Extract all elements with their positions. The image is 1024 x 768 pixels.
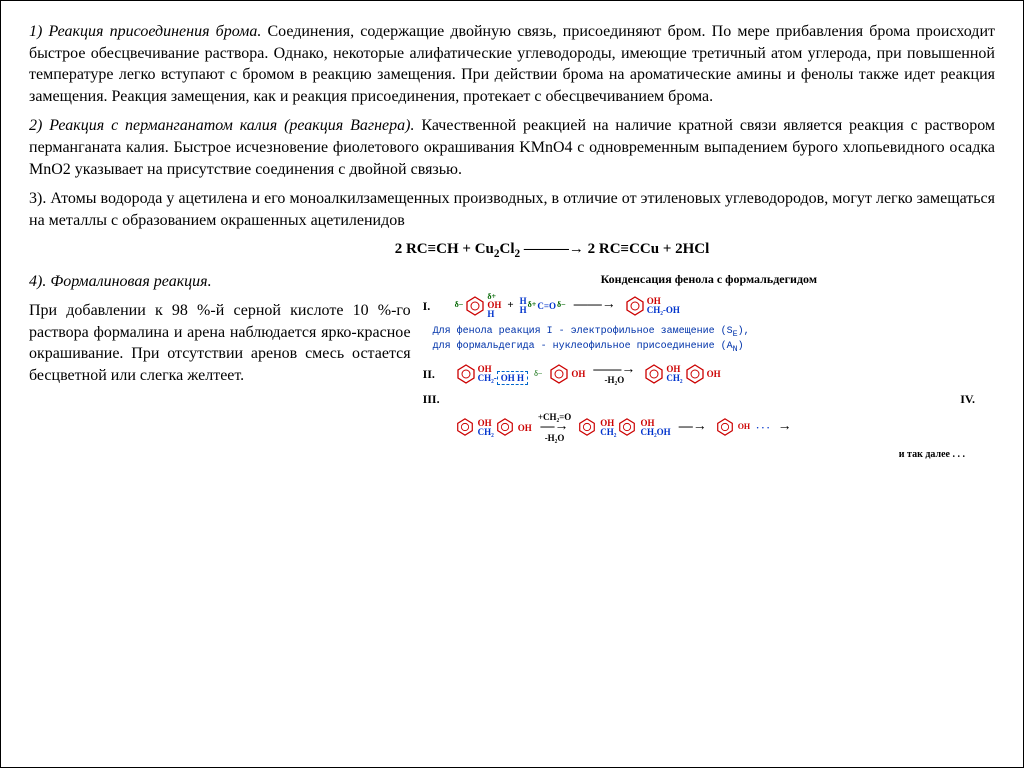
section-2: 2) Реакция с перманганатом калия (реакци… — [29, 115, 995, 180]
benzene-ring-icon — [455, 363, 477, 385]
reaction-row-3-content: OHCH₂ OH +CH₂=O —→ -H₂O OHCH₂ OHCH₂OH —→… — [423, 413, 995, 442]
diagram-title: Конденсация фенола с формальдегидом — [423, 271, 995, 287]
benzene-ring-icon — [464, 295, 486, 317]
section-1: 1) Реакция присоединения брома. Соединен… — [29, 21, 995, 107]
section-3-body: 3). Атомы водорода у ацетилена и его мон… — [29, 188, 995, 231]
arrow-icon: ——→ -H₂O — [591, 364, 637, 385]
benzene-ring-icon — [624, 295, 646, 317]
arrow-icon: ——→ — [572, 296, 618, 315]
reaction-equation-3: 2 RC≡CH + Cu2Cl2 ———→ 2 RC≡CCu + 2HCl — [109, 239, 995, 262]
section-1-lead: 1) Реакция присоединения брома. — [29, 23, 261, 40]
benzene-ring-icon — [684, 363, 706, 385]
reaction-row-3: III. IV. — [423, 391, 995, 407]
arrow-icon: —→ — [677, 418, 709, 437]
benzene-ring-icon — [548, 363, 570, 385]
product-molecule: OH CH₂-OH — [624, 295, 680, 317]
section-4-lead: 4). Формалиновая реакция. — [29, 273, 212, 290]
reaction-row-1: I. δ− δ+ OH H + H H δ+ C=O — [423, 293, 995, 319]
benzene-ring-icon — [495, 417, 517, 439]
arrow-icon: +CH₂=O —→ -H₂O — [538, 413, 571, 442]
section-4-row: 4). Формалиновая реакция. При добавлении… — [29, 271, 995, 462]
benzene-ring-icon — [715, 417, 737, 439]
section-4-text: 4). Формалиновая реакция. При добавлении… — [29, 271, 411, 462]
reaction-row-2: II. OHCH₂-OH H δ− OH ——→ -H₂O OHCH₂ OH — [423, 363, 995, 385]
section-2-lead: 2) Реакция с перманганатом калия (реакци… — [29, 117, 415, 134]
phenol-molecule: δ− δ+ OH H — [455, 293, 502, 319]
benzene-ring-icon — [577, 417, 599, 439]
phenol-formaldehyde-diagram: Конденсация фенола с формальдегидом I. δ… — [423, 271, 995, 462]
section-4-body: При добавлении к 98 %-й серной кислоте 1… — [29, 300, 411, 386]
diagram-caption: Для фенола реакция I - электрофильное за… — [433, 325, 995, 355]
benzene-ring-icon — [643, 363, 665, 385]
formaldehyde-molecule: H H δ+ C=O δ− — [520, 297, 566, 315]
diagram-continuation: и так далее . . . — [423, 448, 995, 462]
benzene-ring-icon — [455, 417, 477, 439]
benzene-ring-icon — [617, 417, 639, 439]
arrow-icon: → — [776, 418, 794, 437]
